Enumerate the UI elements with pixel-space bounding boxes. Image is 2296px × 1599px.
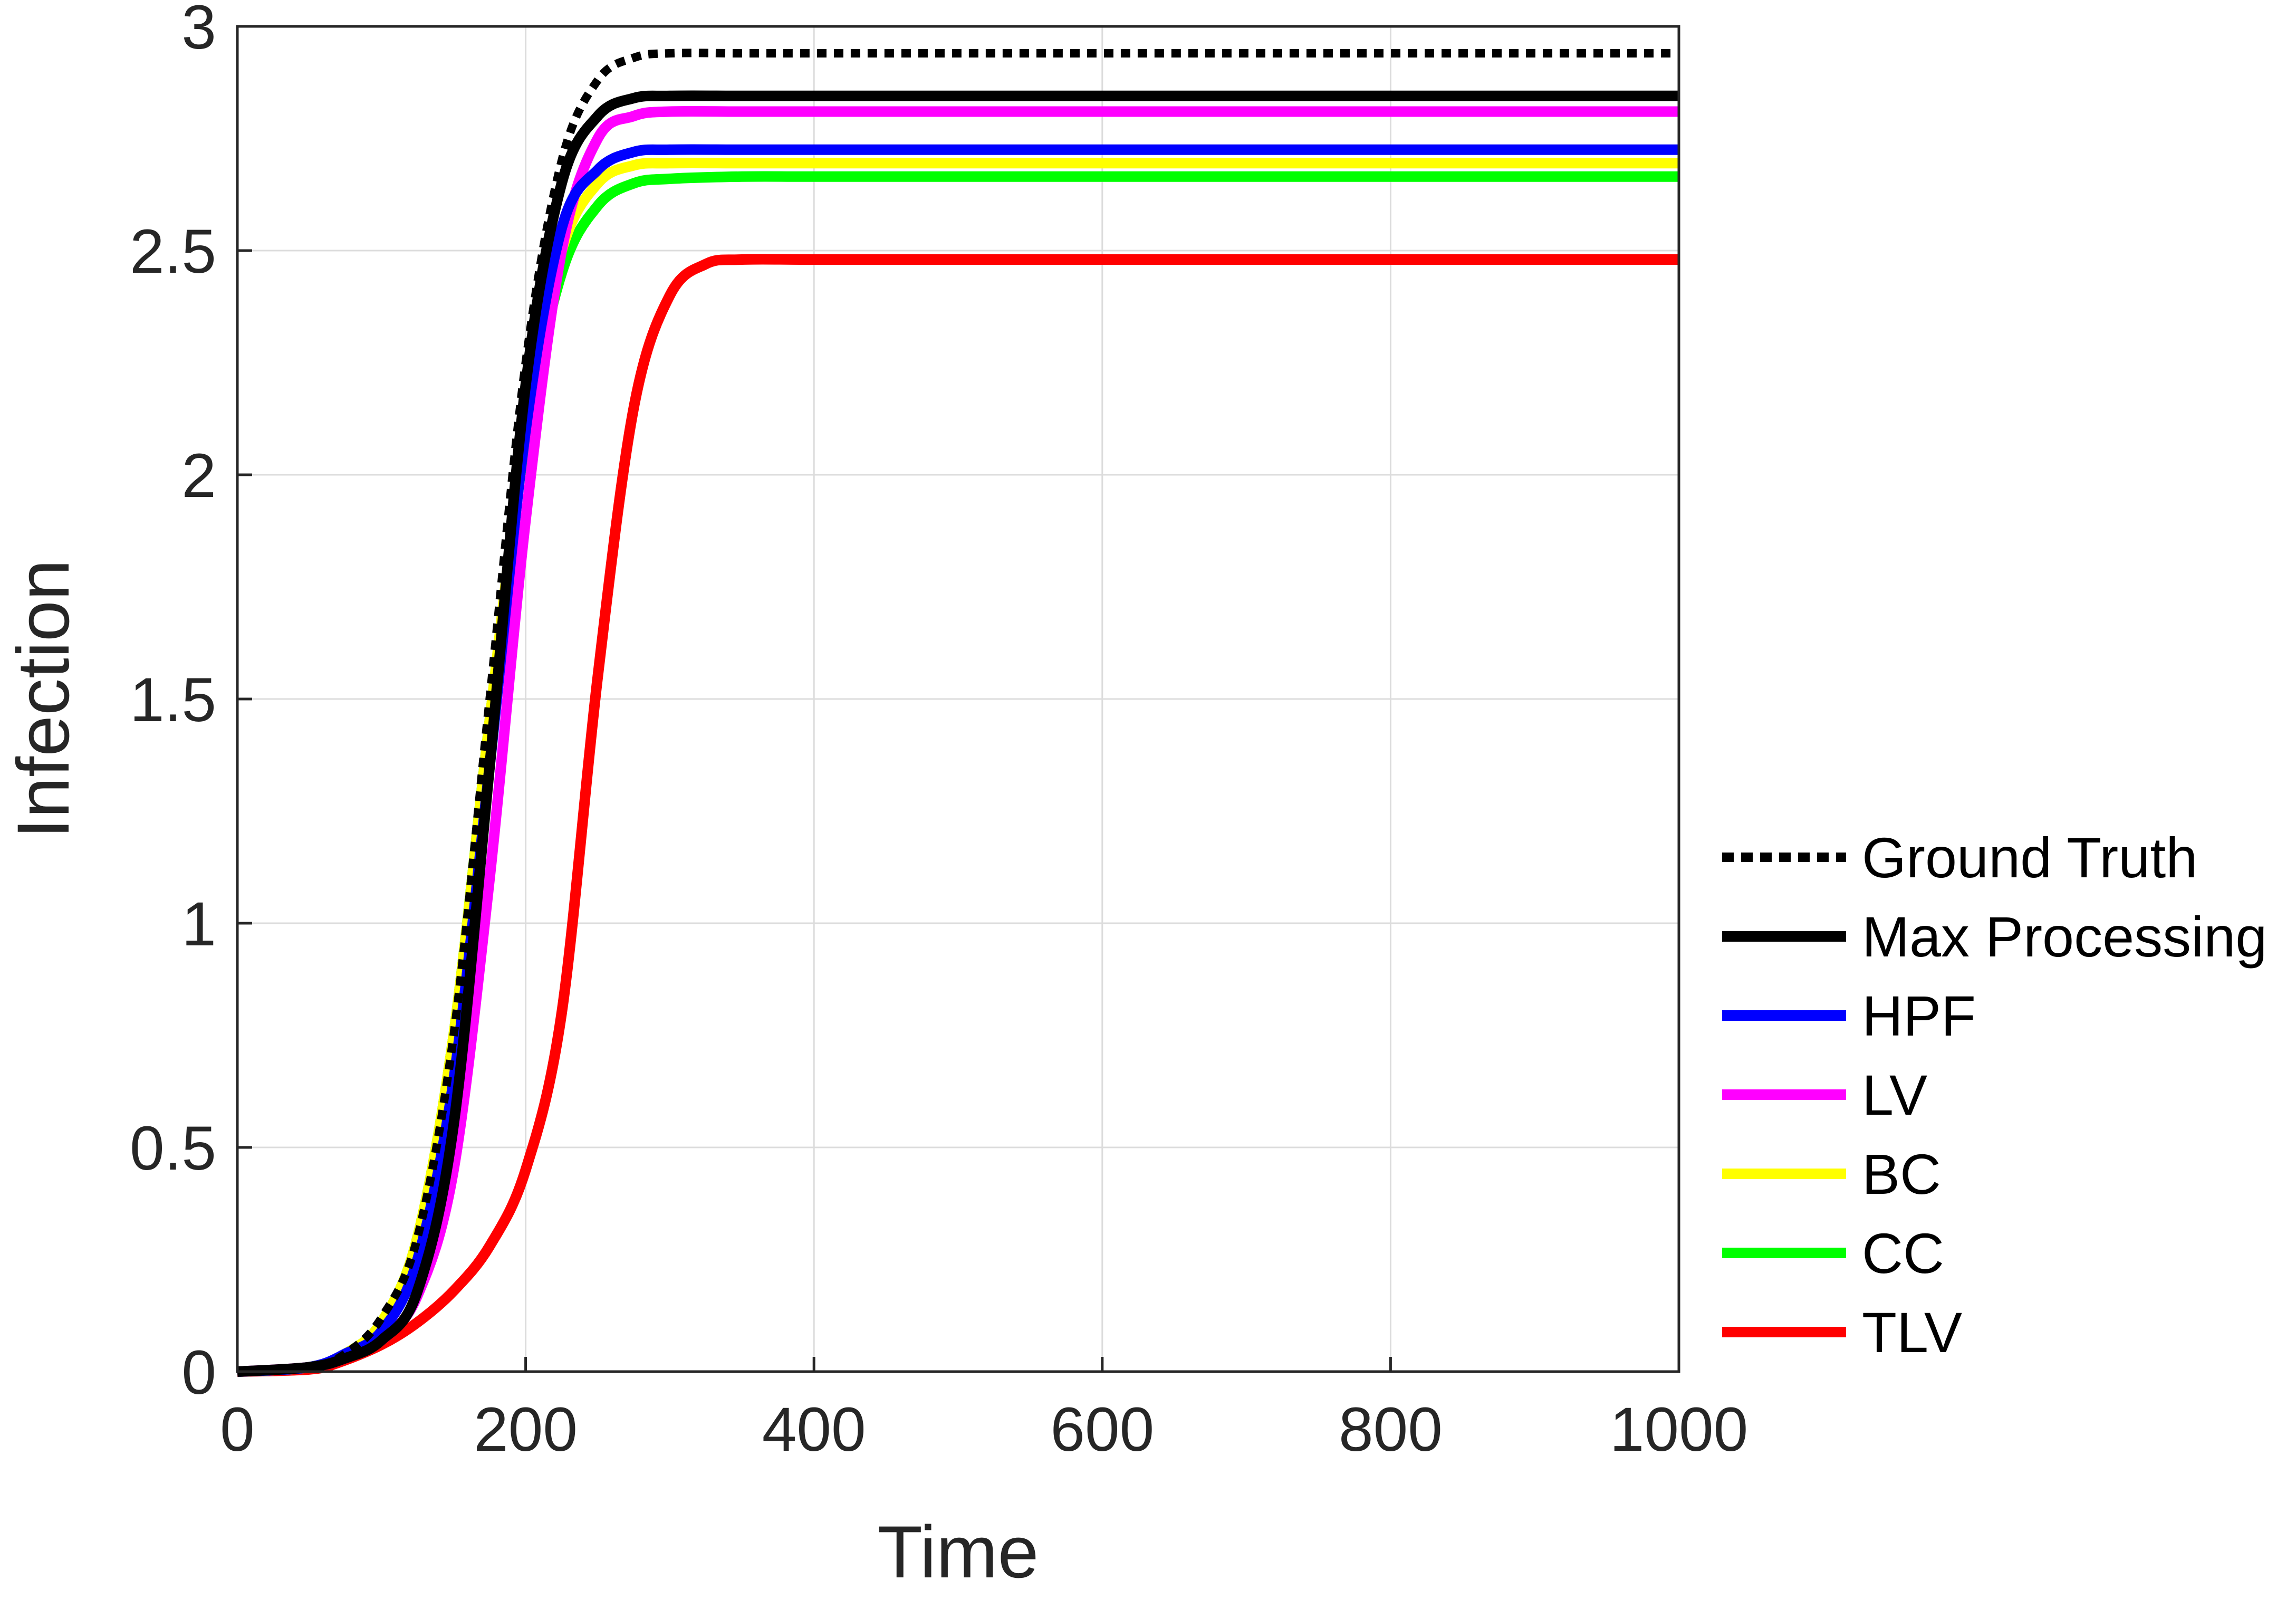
x-axis-title: Time	[878, 1510, 1039, 1593]
legend-label: BC	[1862, 1142, 1941, 1206]
legend-label: Ground Truth	[1862, 826, 2197, 889]
axis-ticks: 0 200 400 600 800 1000 0 0.5 1 1.5 2 2.5 3	[130, 0, 1748, 1464]
y-tick-label: 1.5	[130, 665, 216, 735]
x-tick-label: 200	[474, 1395, 578, 1464]
x-tick-label: 0	[220, 1395, 255, 1464]
legend-label: LV	[1862, 1063, 1927, 1127]
series-line-ground-truth	[237, 49, 1679, 1376]
legend-label: TLV	[1862, 1300, 1962, 1364]
y-tick-label: 2	[181, 441, 216, 511]
legend-label: CC	[1862, 1221, 1944, 1285]
y-tick-label: 3	[181, 0, 216, 62]
y-tick-label: 2.5	[130, 217, 216, 286]
series-line-tlv	[237, 254, 1679, 1377]
x-tick-label: 400	[762, 1395, 866, 1464]
x-tick-label: 1000	[1610, 1395, 1749, 1464]
x-tick-label: 800	[1339, 1395, 1443, 1464]
y-tick-label: 1	[181, 889, 216, 959]
series-line-lv	[237, 106, 1679, 1377]
legend-label: HPF	[1862, 984, 1976, 1048]
y-tick-label: 0	[181, 1338, 216, 1407]
legend: Ground Truth Max Processing HPF LV BC CC TLV	[1722, 826, 2267, 1364]
y-axis-title: Infection	[2, 559, 84, 838]
series-lines	[237, 49, 1679, 1377]
series-line-hpf	[237, 144, 1679, 1377]
legend-label: Max Processing	[1862, 905, 2267, 969]
x-tick-label: 600	[1050, 1395, 1154, 1464]
y-tick-label: 0.5	[130, 1114, 216, 1183]
